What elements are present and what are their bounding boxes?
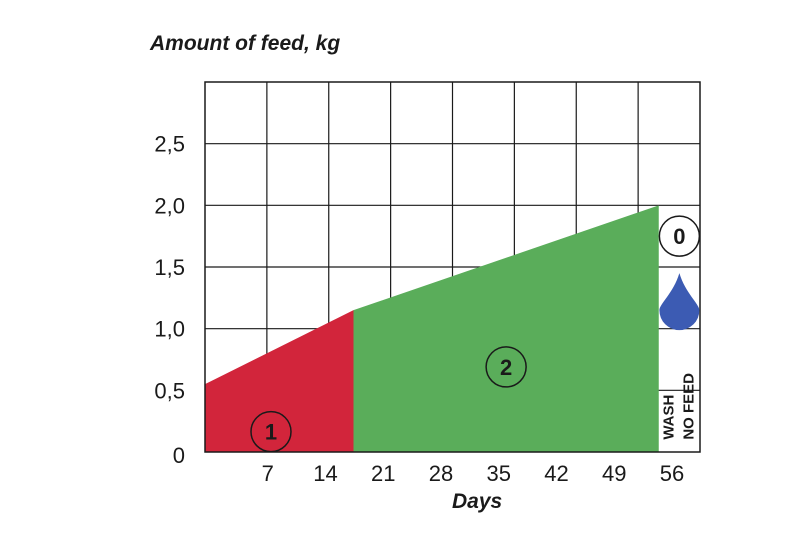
y-tick-label: 0 <box>173 443 185 468</box>
x-tick-label: 28 <box>429 461 453 486</box>
phase-label: 1 <box>265 420 277 445</box>
x-tick-label: 56 <box>660 461 684 486</box>
x-tick-label: 14 <box>313 461 337 486</box>
x-tick-label: 7 <box>262 461 274 486</box>
phase-area-2 <box>353 205 659 452</box>
x-tick-label: 35 <box>487 461 511 486</box>
phase-area-1 <box>205 310 354 452</box>
phase-label-circle <box>658 215 701 257</box>
y-tick-label: 0,5 <box>154 378 185 403</box>
phase-0-text: NO FEED <box>680 373 697 440</box>
phase-label: 0 <box>673 224 685 249</box>
phase-label-circle <box>485 346 527 388</box>
phase-label: 2 <box>500 355 512 380</box>
y-tick-label: 2,5 <box>154 132 185 157</box>
water-drop-icon <box>659 273 700 331</box>
phase-0-text: WASH <box>660 395 677 440</box>
x-tick-label: 21 <box>371 461 395 486</box>
x-tick-label: 42 <box>544 461 568 486</box>
y-tick-label: 2,0 <box>154 193 185 218</box>
x-tick-label: 49 <box>602 461 626 486</box>
plot-frame <box>204 81 701 453</box>
y-tick-label: 1,5 <box>154 255 185 280</box>
x-axis-title: Days <box>452 490 503 513</box>
y-tick-label: 1,0 <box>154 317 185 342</box>
y-axis-title: Amount of feed, kg <box>150 32 341 55</box>
